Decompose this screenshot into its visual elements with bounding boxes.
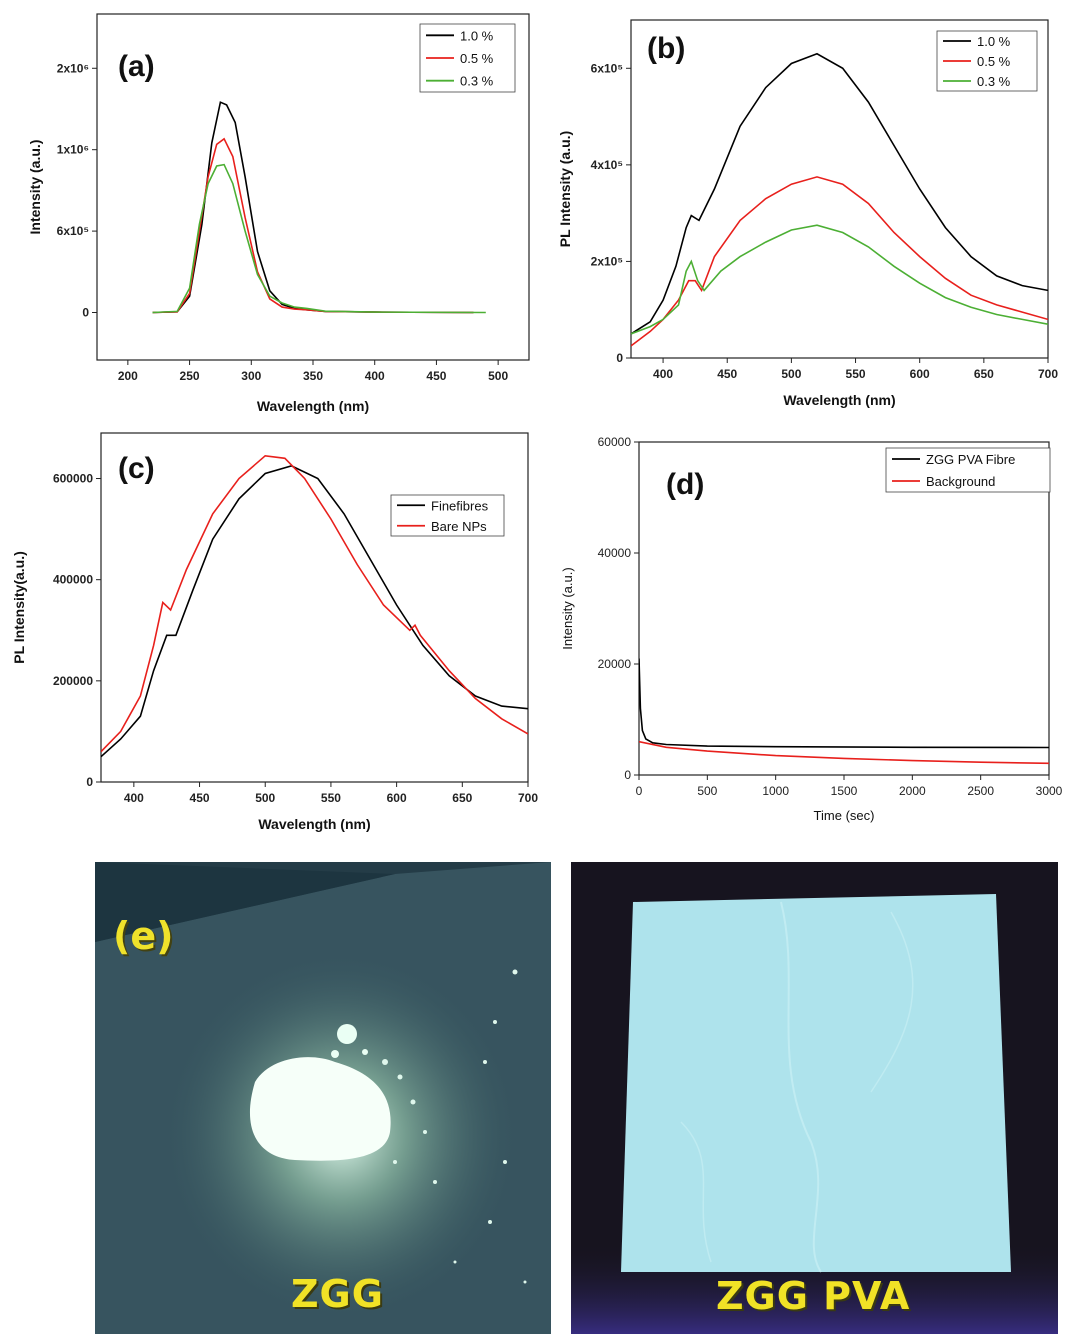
- x-tick-label: 400: [653, 367, 673, 381]
- series-line-2: [101, 454, 528, 753]
- legend-box: [419, 23, 516, 93]
- caption-zgg-pva: ZGG PVA: [716, 1274, 911, 1318]
- x-tick-label: 250: [180, 369, 200, 383]
- x-tick-label: 550: [846, 367, 866, 381]
- x-tick-label: 600: [910, 367, 930, 381]
- y-axis-title: Intensity (a.u.): [27, 140, 43, 235]
- legend-label: 0.3 %: [460, 74, 494, 89]
- panel-label: (b): [647, 32, 685, 65]
- x-tick-label: 500: [697, 784, 717, 798]
- legend-box: [936, 30, 1038, 92]
- plot-frame: [630, 19, 1049, 359]
- panel-label: (d): [666, 468, 704, 501]
- x-tick-label: 500: [255, 791, 275, 805]
- y-tick-label: 6x10⁵: [57, 224, 89, 238]
- panel-label: (c): [118, 452, 155, 485]
- y-axis-title: Intensity (a.u.): [560, 567, 575, 649]
- legend-label: Finefibres: [431, 498, 489, 513]
- series-line-2: [639, 740, 1049, 765]
- caption-zgg: ZGG: [291, 1272, 384, 1316]
- legend-box: [390, 494, 505, 537]
- plot-frame: [100, 432, 529, 783]
- x-tick-label: 400: [365, 369, 385, 383]
- series-line-3: [631, 224, 1048, 335]
- x-tick-label: 450: [717, 367, 737, 381]
- legend-label: Background: [926, 474, 995, 489]
- plot-frame: [638, 441, 1050, 776]
- y-tick-label: 2x10⁵: [591, 254, 623, 268]
- plot-frame: [96, 13, 530, 361]
- legend-label: 0.3 %: [977, 74, 1011, 89]
- x-tick-label: 3000: [1036, 784, 1063, 798]
- panel-label-e: (e): [113, 914, 174, 958]
- legend-box: [885, 447, 1051, 493]
- x-tick-label: 450: [426, 369, 446, 383]
- y-tick-label: 0: [82, 306, 89, 320]
- x-axis-title: Time (sec): [814, 808, 875, 823]
- legend-label: ZGG PVA Fibre: [926, 452, 1015, 467]
- x-tick-label: 500: [781, 367, 801, 381]
- y-tick-label: 0: [86, 775, 93, 789]
- y-tick-label: 0: [616, 351, 623, 365]
- y-tick-label: 200000: [53, 674, 93, 688]
- y-tick-label: 4x10⁵: [591, 158, 623, 172]
- x-axis-title: Wavelength (nm): [783, 392, 895, 408]
- legend-label: Bare NPs: [431, 519, 487, 534]
- x-tick-label: 650: [974, 367, 994, 381]
- legend-label: 1.0 %: [460, 28, 494, 43]
- x-tick-label: 350: [303, 369, 323, 383]
- x-axis-title: Wavelength (nm): [258, 816, 370, 832]
- x-tick-label: 2000: [899, 784, 926, 798]
- y-tick-label: 1x10⁶: [57, 143, 89, 157]
- x-tick-label: 1000: [762, 784, 789, 798]
- y-tick-label: 6x10⁵: [591, 61, 623, 75]
- series-line-1: [101, 465, 528, 758]
- x-tick-label: 600: [387, 791, 407, 805]
- y-tick-label: 0: [624, 768, 631, 782]
- series-line-2: [152, 137, 474, 314]
- x-tick-label: 200: [118, 369, 138, 383]
- x-tick-label: 400: [124, 791, 144, 805]
- panel-label: (a): [118, 50, 155, 83]
- y-tick-label: 60000: [598, 435, 632, 449]
- y-tick-label: 400000: [53, 573, 93, 587]
- y-axis-title: PL Intensity(a.u.): [11, 551, 27, 664]
- series-line-2: [631, 176, 1048, 347]
- x-tick-label: 700: [518, 791, 538, 805]
- series-line-3: [152, 163, 486, 314]
- x-tick-label: 300: [241, 369, 261, 383]
- y-tick-label: 2x10⁶: [57, 61, 89, 75]
- y-tick-label: 40000: [598, 546, 632, 560]
- y-axis-title: PL Intensity (a.u.): [557, 131, 573, 247]
- y-tick-label: 600000: [53, 472, 93, 486]
- x-tick-label: 2500: [967, 784, 994, 798]
- photo-zgg-pva-mat: ZGG PVA: [571, 862, 1058, 1334]
- x-tick-label: 450: [190, 791, 210, 805]
- x-tick-label: 500: [488, 369, 508, 383]
- y-tick-label: 20000: [598, 657, 632, 671]
- x-tick-label: 0: [636, 784, 643, 798]
- x-tick-label: 1500: [831, 784, 858, 798]
- series-line-1: [631, 52, 1048, 335]
- legend-label: 0.5 %: [460, 51, 494, 66]
- legend-label: 0.5 %: [977, 54, 1011, 69]
- photo-zgg-powder: (e) ZGG: [95, 862, 551, 1334]
- series-line-1: [152, 101, 474, 314]
- x-tick-label: 650: [452, 791, 472, 805]
- series-line-1: [639, 658, 1049, 749]
- x-tick-label: 550: [321, 791, 341, 805]
- x-tick-label: 700: [1038, 367, 1058, 381]
- x-axis-title: Wavelength (nm): [257, 398, 369, 414]
- legend-label: 1.0 %: [977, 34, 1011, 49]
